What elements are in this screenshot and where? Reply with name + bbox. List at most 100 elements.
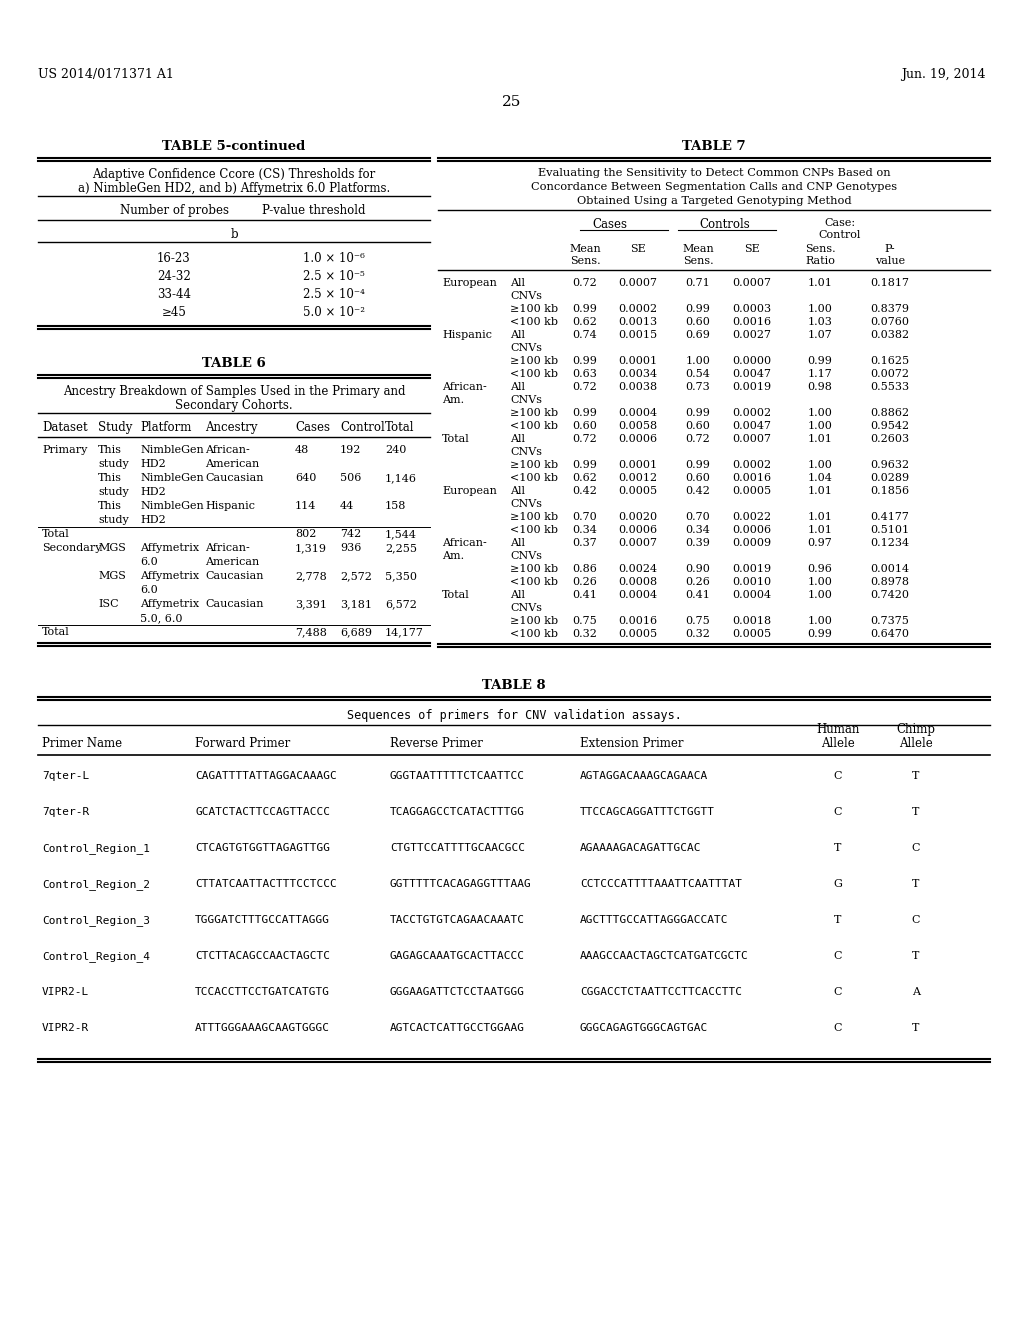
Text: T: T	[912, 879, 920, 888]
Text: 6.0: 6.0	[140, 585, 158, 595]
Text: 0.0012: 0.0012	[618, 473, 657, 483]
Text: 6.0: 6.0	[140, 557, 158, 568]
Text: Platform: Platform	[140, 421, 191, 434]
Text: GCATCTACTTCCAGTTACCC: GCATCTACTTCCAGTTACCC	[195, 807, 330, 817]
Text: C: C	[834, 950, 843, 961]
Text: 0.99: 0.99	[685, 459, 711, 470]
Text: TCAGGAGCCTCATACTTTGG: TCAGGAGCCTCATACTTTGG	[390, 807, 525, 817]
Text: 0.5533: 0.5533	[870, 381, 909, 392]
Text: 0.86: 0.86	[572, 564, 597, 574]
Text: 7,488: 7,488	[295, 627, 327, 638]
Text: 0.99: 0.99	[572, 304, 597, 314]
Text: AAAGCCAACTAGCTCATGATCGCTC: AAAGCCAACTAGCTCATGATCGCTC	[580, 950, 749, 961]
Text: T: T	[912, 807, 920, 817]
Text: 742: 742	[340, 529, 361, 539]
Text: 1.01: 1.01	[808, 512, 833, 521]
Text: A: A	[912, 987, 920, 997]
Text: <100 kb: <100 kb	[510, 525, 558, 535]
Text: 0.0072: 0.0072	[870, 370, 909, 379]
Text: Primer Name: Primer Name	[42, 737, 122, 750]
Text: 0.72: 0.72	[572, 434, 597, 444]
Text: 0.0007: 0.0007	[732, 434, 771, 444]
Text: 1.07: 1.07	[808, 330, 833, 341]
Text: All: All	[510, 590, 525, 601]
Text: 0.0001: 0.0001	[618, 356, 657, 366]
Text: Control: Control	[340, 421, 385, 434]
Text: <100 kb: <100 kb	[510, 370, 558, 379]
Text: AGCTTTGCCATTAGGGACCATC: AGCTTTGCCATTAGGGACCATC	[580, 915, 728, 925]
Text: 114: 114	[295, 502, 316, 511]
Text: 1,544: 1,544	[385, 529, 417, 539]
Text: 0.60: 0.60	[572, 421, 597, 432]
Text: European: European	[442, 486, 497, 496]
Text: 0.0018: 0.0018	[732, 616, 771, 626]
Text: 0.0015: 0.0015	[618, 330, 657, 341]
Text: Case:: Case:	[824, 218, 856, 228]
Text: 0.0005: 0.0005	[618, 630, 657, 639]
Text: Affymetrix: Affymetrix	[140, 599, 199, 609]
Text: Secondary Cohorts.: Secondary Cohorts.	[175, 399, 293, 412]
Text: CTGTTCCATTTTGCAACGCC: CTGTTCCATTTTGCAACGCC	[390, 843, 525, 853]
Text: Control_Region_2: Control_Region_2	[42, 879, 150, 890]
Text: GAGAGCAAATGCACTTACCC: GAGAGCAAATGCACTTACCC	[390, 950, 525, 961]
Text: American: American	[205, 459, 259, 469]
Text: 0.62: 0.62	[572, 473, 597, 483]
Text: GGGAAGATTCTCCTAATGGG: GGGAAGATTCTCCTAATGGG	[390, 987, 525, 997]
Text: C: C	[911, 843, 921, 853]
Text: 0.99: 0.99	[808, 356, 833, 366]
Text: G: G	[834, 879, 843, 888]
Text: Controls: Controls	[699, 218, 751, 231]
Text: 14,177: 14,177	[385, 627, 424, 638]
Text: 0.0007: 0.0007	[618, 539, 657, 548]
Text: 6,572: 6,572	[385, 599, 417, 609]
Text: Am.: Am.	[442, 395, 464, 405]
Text: 0.41: 0.41	[685, 590, 711, 601]
Text: Jun. 19, 2014: Jun. 19, 2014	[901, 69, 986, 81]
Text: <100 kb: <100 kb	[510, 473, 558, 483]
Text: 0.62: 0.62	[572, 317, 597, 327]
Text: American: American	[205, 557, 259, 568]
Text: 2,572: 2,572	[340, 572, 372, 581]
Text: 0.37: 0.37	[572, 539, 597, 548]
Text: GGGTAATTTTTCTCAATTCC: GGGTAATTTTTCTCAATTCC	[390, 771, 525, 781]
Text: Dataset: Dataset	[42, 421, 88, 434]
Text: 0.0002: 0.0002	[732, 408, 771, 418]
Text: 0.0005: 0.0005	[732, 630, 771, 639]
Text: This: This	[98, 502, 122, 511]
Text: ≥100 kb: ≥100 kb	[510, 564, 558, 574]
Text: Hispanic: Hispanic	[442, 330, 492, 341]
Text: 0.34: 0.34	[572, 525, 597, 535]
Text: ≥100 kb: ≥100 kb	[510, 616, 558, 626]
Text: 1.01: 1.01	[808, 486, 833, 496]
Text: This: This	[98, 445, 122, 455]
Text: 0.72: 0.72	[572, 381, 597, 392]
Text: 2.5 × 10⁻⁵: 2.5 × 10⁻⁵	[303, 271, 365, 282]
Text: 0.0038: 0.0038	[618, 381, 657, 392]
Text: CNVs: CNVs	[510, 343, 542, 352]
Text: 1,319: 1,319	[295, 543, 327, 553]
Text: Ancestry: Ancestry	[205, 421, 257, 434]
Text: Sens.: Sens.	[569, 256, 600, 267]
Text: 0.0016: 0.0016	[732, 317, 771, 327]
Text: 640: 640	[295, 473, 316, 483]
Text: CNVs: CNVs	[510, 550, 542, 561]
Text: ≥100 kb: ≥100 kb	[510, 459, 558, 470]
Text: 0.90: 0.90	[685, 564, 711, 574]
Text: TABLE 5-continued: TABLE 5-continued	[163, 140, 305, 153]
Text: 16-23: 16-23	[157, 252, 190, 265]
Text: 0.26: 0.26	[572, 577, 597, 587]
Text: Chimp: Chimp	[896, 723, 936, 737]
Text: 0.0047: 0.0047	[732, 370, 771, 379]
Text: 1.03: 1.03	[808, 317, 833, 327]
Text: GGTTTTTCACAGAGGTTTAAG: GGTTTTTCACAGAGGTTTAAG	[390, 879, 531, 888]
Text: 0.60: 0.60	[685, 473, 711, 483]
Text: Total: Total	[442, 434, 470, 444]
Text: 0.4177: 0.4177	[870, 512, 909, 521]
Text: 1.04: 1.04	[808, 473, 833, 483]
Text: 0.0289: 0.0289	[870, 473, 909, 483]
Text: 0.8379: 0.8379	[870, 304, 909, 314]
Text: CNVs: CNVs	[510, 603, 542, 612]
Text: ISC: ISC	[98, 599, 119, 609]
Text: 0.0003: 0.0003	[732, 304, 771, 314]
Text: 3,181: 3,181	[340, 599, 372, 609]
